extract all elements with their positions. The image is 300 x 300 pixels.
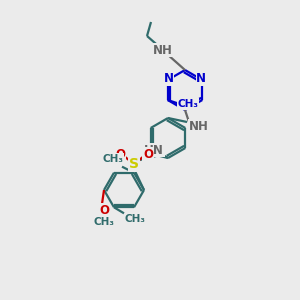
Text: CH₃: CH₃ xyxy=(103,154,124,164)
Text: NH: NH xyxy=(153,44,173,56)
Text: O: O xyxy=(143,148,153,160)
Text: O: O xyxy=(115,148,125,160)
Text: HN: HN xyxy=(144,143,164,157)
Text: CH₃: CH₃ xyxy=(177,99,198,109)
Text: CH₃: CH₃ xyxy=(124,214,146,224)
Text: CH₃: CH₃ xyxy=(94,217,115,227)
Text: NH: NH xyxy=(189,119,209,133)
Text: O: O xyxy=(99,203,109,217)
Text: N: N xyxy=(196,73,206,85)
Text: S: S xyxy=(129,157,139,171)
Text: N: N xyxy=(164,73,174,85)
